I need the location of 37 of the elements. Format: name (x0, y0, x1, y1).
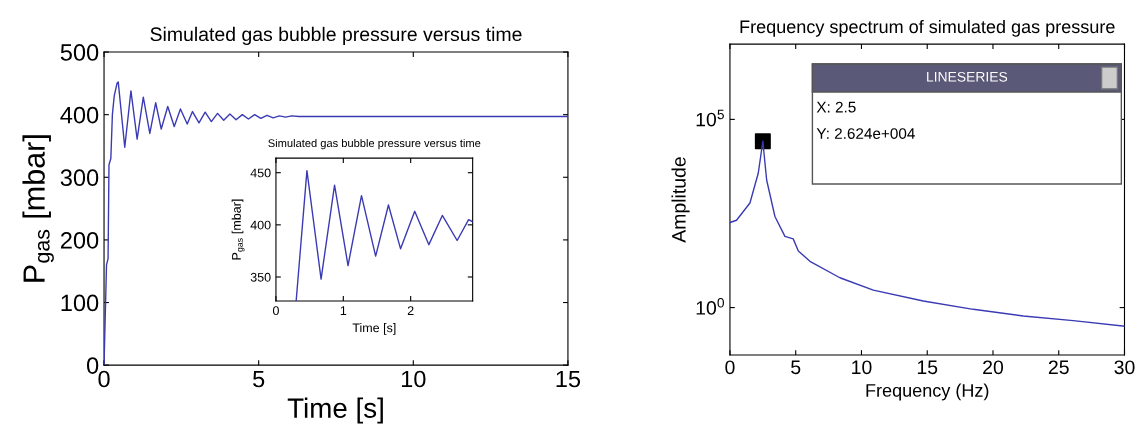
y-tick-label: 300 (60, 169, 99, 187)
annotation: Y: 2.624e+004 (816, 128, 915, 139)
annotation: LINESERIES (927, 71, 1008, 82)
x-tick-label: 20 (983, 360, 1004, 375)
y-tick-label: 500 (60, 44, 99, 61)
x-tick-label: 25 (1048, 360, 1069, 375)
y-axis-title: Amplitude (671, 157, 690, 243)
x-tick-label: 30 (1114, 360, 1135, 375)
x-tick-label: 0 (98, 370, 110, 388)
x-tick-label: 15 (917, 360, 938, 375)
x-tick-label: 0 (725, 360, 735, 375)
y-axis-title: P$_{gas}$ [mbar] (22, 135, 54, 282)
y-tick-label: 400 (250, 220, 271, 230)
x-tick-label: 10 (852, 360, 872, 375)
chart-title: Frequency spectrum of simulated gas pressure (740, 19, 1115, 37)
x-axis-title: Time [s] (352, 323, 396, 335)
y-tick-label: 350 (250, 272, 271, 282)
x-tick-label: 5 (791, 360, 801, 375)
y-tick-label: 200 (60, 231, 99, 249)
y-tick-label: 400 (60, 106, 99, 124)
y-axis-title: P$_{gas}$ [mbar] (231, 199, 245, 260)
chart-title: Simulated gas bubble pressure versus time (268, 138, 481, 150)
x-axis-title: Time [s] (287, 397, 383, 424)
x-tick-label: 0 (272, 306, 279, 316)
x-tick-label: 15 (556, 370, 581, 388)
chart-title: Simulated gas bubble pressure versus time (150, 26, 522, 45)
annotation: X: 2.5 (816, 101, 856, 113)
x-axis-title: Frequency (Hz) (866, 383, 989, 401)
x-tick-label: 2 (407, 306, 414, 315)
y-tick-label: 100 (61, 294, 99, 312)
y-tick-label: 10$^{0}$ (696, 297, 724, 315)
x-tick-label: 1 (340, 306, 347, 315)
y-tick-label: 450 (250, 168, 271, 178)
x-tick-label: 5 (253, 370, 265, 388)
line-series (295, 169, 473, 301)
x-tick-label: 10 (401, 370, 426, 388)
y-tick-label: 10$^{5}$ (696, 109, 724, 127)
